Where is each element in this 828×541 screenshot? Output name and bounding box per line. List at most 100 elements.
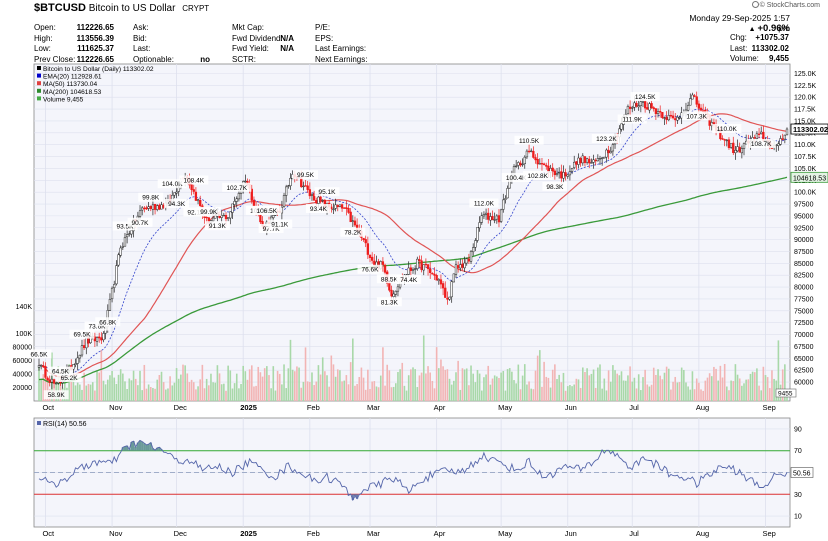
volume-bar: [257, 366, 260, 401]
volume-bar: [506, 369, 509, 401]
candle-body: [515, 165, 518, 168]
volume-bar: [360, 367, 363, 401]
price-annotation: 93.4K: [310, 206, 328, 213]
x-tick-label: Aug: [696, 403, 709, 412]
quote-label: Ask:: [133, 23, 149, 32]
volume-bar: [517, 364, 520, 401]
volume-bar: [270, 388, 272, 401]
candle-body: [689, 98, 692, 106]
annotation-bg: [501, 172, 531, 182]
volume-bar: [326, 375, 328, 401]
volume-bar: [401, 362, 404, 401]
volume-bar: [541, 386, 543, 401]
y-tick-label: 87500: [794, 249, 814, 256]
price-annotation: 74.4K: [400, 277, 418, 284]
volume-bar: [76, 382, 79, 401]
x-tick-label: Dec: [174, 403, 188, 412]
volume-bar: [528, 381, 530, 401]
candle-body: [590, 162, 593, 164]
candle-body: [493, 219, 496, 221]
volume-bar: [721, 377, 724, 401]
volume-bar: [139, 370, 141, 401]
candle-body: [732, 142, 735, 154]
volume-bar: [521, 375, 524, 401]
candle-body: [50, 378, 54, 383]
annotation-bg: [591, 134, 622, 144]
volume-bar: [143, 364, 146, 401]
volume-bar: [289, 339, 292, 401]
legend-entry: MA(50) 113730.04: [43, 81, 97, 88]
volume-bar: [659, 375, 661, 401]
rsi-tick-label: 10: [794, 514, 802, 521]
candle-body: [534, 157, 537, 161]
volume-bar: [255, 385, 257, 401]
candle-body: [224, 215, 228, 220]
volume-bar: [407, 375, 410, 401]
candle-body: [119, 247, 122, 256]
volume-bar: [160, 371, 163, 401]
candle-body: [631, 107, 634, 109]
volume-bar: [106, 379, 109, 401]
volume-bar: [141, 390, 143, 401]
price-annotation: 111.9K: [622, 116, 642, 123]
x-tick-label: Sep: [763, 529, 776, 538]
volume-bar: [470, 365, 472, 401]
volume-bar: [431, 380, 434, 401]
volume-bar: [130, 380, 133, 401]
volume-bar: [336, 369, 339, 401]
volume-bar: [691, 371, 694, 401]
volume-bar: [186, 373, 189, 401]
candle-body: [321, 199, 324, 202]
candle-body: [592, 159, 595, 163]
volume-bar: [781, 369, 784, 401]
volume-bar: [369, 388, 371, 401]
candle-body: [226, 217, 230, 219]
volume-bar: [667, 368, 670, 401]
x-tick-label: Feb: [307, 529, 320, 538]
candle-body: [366, 243, 370, 255]
candle-body: [315, 200, 318, 204]
price-panel: [33, 63, 791, 402]
quote-value: N/A: [280, 33, 294, 43]
quote-value: N/A: [280, 44, 294, 53]
annotation-bg: [542, 181, 568, 191]
y-tick-label: 75000: [794, 308, 814, 315]
quote-label: SCTR:: [232, 54, 256, 64]
x-tick-label: May: [498, 403, 512, 412]
volume-bar: [508, 368, 511, 401]
volume-bar: [483, 377, 485, 401]
y-tick-label: 110.0K: [794, 142, 816, 149]
volume-bar: [674, 376, 677, 401]
quote-label: Prev Close:: [34, 54, 76, 64]
price-annotation: 110.0K: [717, 126, 738, 133]
volume-bar: [457, 360, 459, 401]
volume-bar: [474, 382, 477, 401]
candle-body: [368, 254, 372, 258]
volume-bar: [777, 340, 780, 401]
rsi-legend-swatch: [37, 421, 41, 425]
volume-bar: [539, 350, 541, 401]
candle-body: [697, 103, 701, 109]
x-tick-label: Nov: [109, 529, 123, 538]
annotation-bg: [469, 198, 499, 208]
quote-value: 113302.02: [751, 43, 789, 53]
volume-bar: [216, 365, 219, 401]
candle-body: [678, 117, 681, 119]
volume-bar: [85, 385, 88, 401]
candle-body: [338, 204, 342, 207]
candle-body: [123, 237, 127, 247]
x-tick-label: Mar: [367, 403, 380, 412]
volume-bar: [605, 390, 608, 401]
volume-bar: [321, 357, 324, 401]
volume-bar: [293, 371, 296, 401]
annotation-bg: [376, 274, 402, 284]
candle-body: [433, 273, 436, 276]
y-tick-label: 82500: [794, 273, 814, 280]
candle-body: [141, 207, 144, 211]
candle-body: [783, 134, 787, 140]
candle-body: [753, 137, 756, 139]
volume-bar: [732, 381, 735, 401]
candle-body: [551, 167, 554, 172]
candle-body: [250, 188, 253, 201]
candle-body: [521, 163, 524, 166]
